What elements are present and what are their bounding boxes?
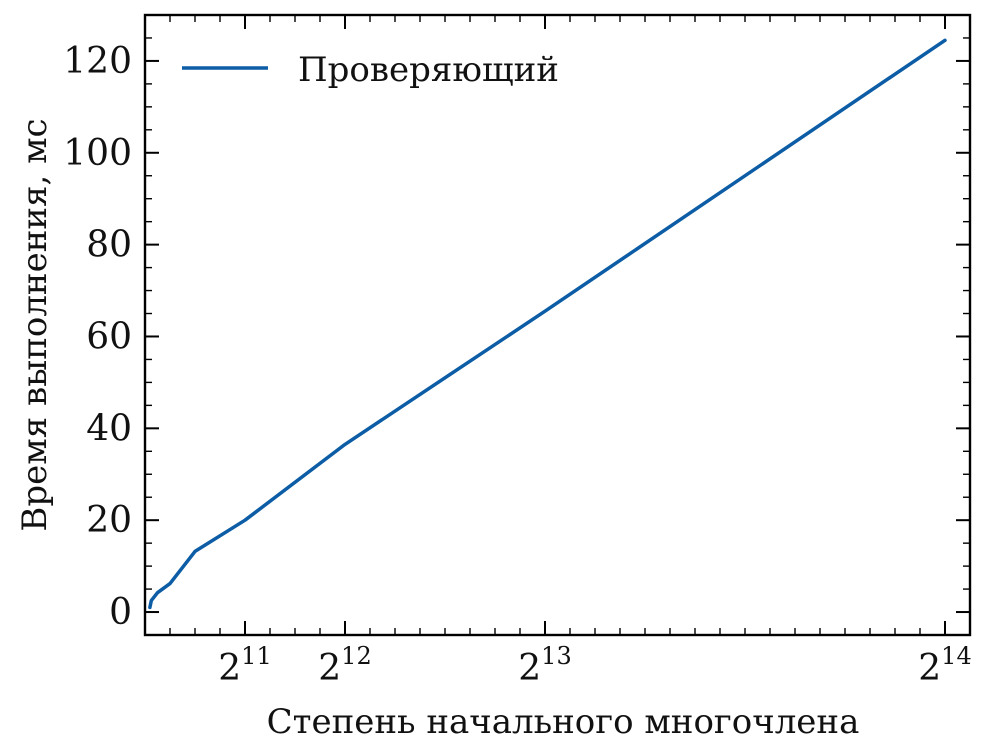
- x-tick-label: 214: [918, 642, 971, 689]
- x-tick-base: 2: [918, 648, 941, 689]
- x-tick-label: 211: [218, 642, 271, 689]
- y-tick-label: 40: [86, 408, 132, 449]
- x-tick-exponent: 13: [541, 642, 572, 670]
- series-layer: [148, 38, 947, 610]
- y-tick-label: 60: [86, 316, 132, 357]
- x-tick-exponent: 11: [241, 642, 272, 670]
- y-tick-label: 120: [63, 41, 132, 82]
- x-axis-label: Степень начального многочлена: [267, 702, 860, 742]
- y-axis-label: Время выполнения, мс: [15, 118, 55, 531]
- x-tick-exponent: 12: [341, 642, 372, 670]
- y-tick-label: 0: [109, 592, 132, 633]
- x-tick-base: 2: [218, 648, 241, 689]
- series-line: [148, 38, 947, 610]
- legend: Проверяющий: [182, 50, 559, 90]
- y-tick-label: 100: [63, 133, 132, 174]
- x-tick-label: 212: [318, 642, 371, 689]
- x-tick-label: 213: [518, 642, 571, 689]
- y-tick-label: 80: [86, 225, 132, 266]
- plot-frame: [143, 13, 972, 637]
- legend-entry-label: Проверяющий: [298, 50, 559, 90]
- x-tick-exponent: 14: [941, 642, 972, 670]
- x-tick-base: 2: [518, 648, 541, 689]
- x-tick-base: 2: [318, 648, 341, 689]
- y-tick-label: 20: [86, 500, 132, 541]
